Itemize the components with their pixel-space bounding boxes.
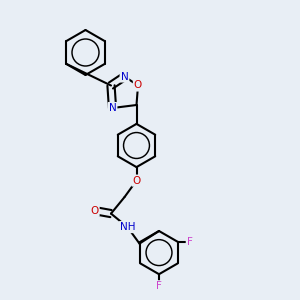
Text: NH: NH: [120, 222, 135, 232]
Text: O: O: [134, 80, 142, 91]
Text: N: N: [109, 103, 116, 113]
Text: F: F: [187, 237, 193, 247]
Text: O: O: [132, 176, 141, 186]
Text: N: N: [121, 71, 128, 82]
Text: O: O: [90, 206, 99, 216]
Text: F: F: [156, 281, 162, 291]
